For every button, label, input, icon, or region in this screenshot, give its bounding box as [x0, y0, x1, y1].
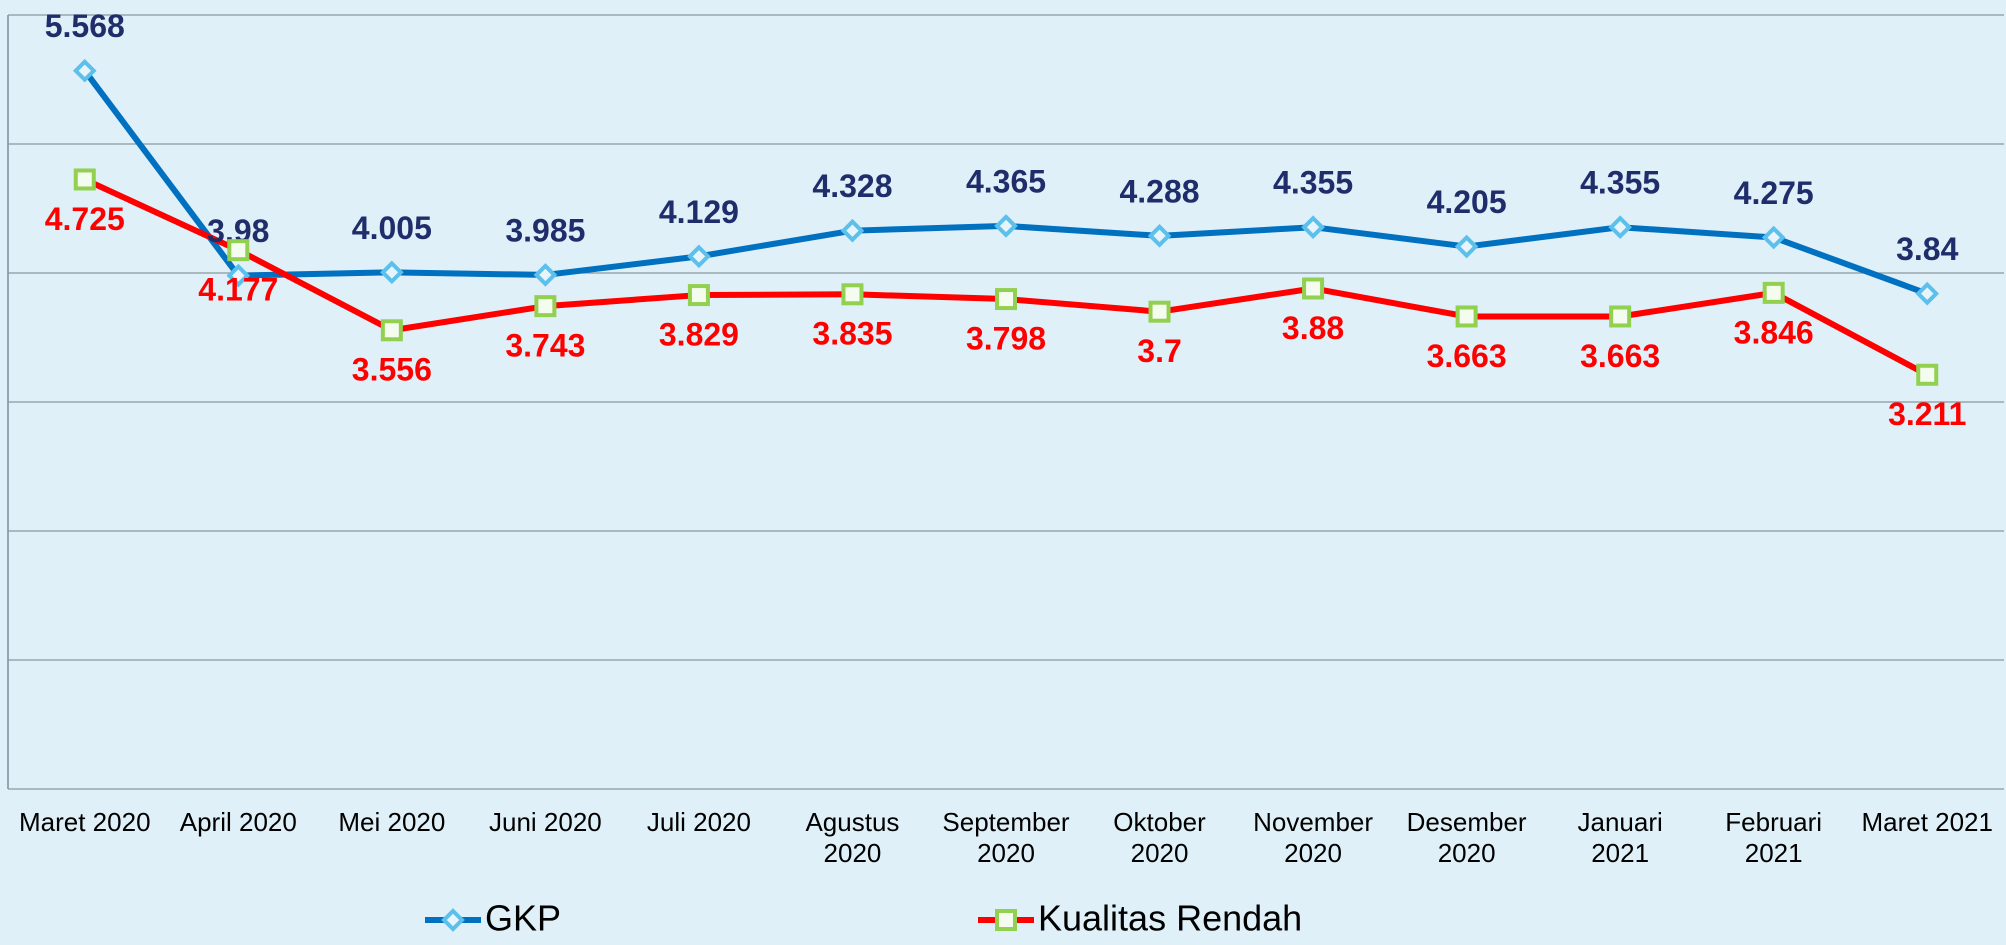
data-label: 3.556 [352, 352, 432, 388]
x-tick-label: November 2020 [1253, 807, 1374, 868]
marker [534, 295, 557, 318]
marker [840, 218, 865, 243]
marker [1454, 234, 1479, 259]
marker [226, 263, 251, 288]
marker [995, 288, 1017, 311]
legend-marker [995, 909, 1017, 931]
x-tick-label: Mei 2020 [338, 807, 446, 837]
marker [1455, 305, 1478, 328]
marker [533, 263, 558, 287]
data-label: 3.835 [812, 316, 892, 352]
data-label: 3.663 [1427, 338, 1507, 374]
marker [227, 239, 250, 262]
marker [1762, 281, 1785, 304]
data-label: 4.365 [966, 163, 1046, 199]
data-label: 4.288 [1119, 173, 1199, 209]
x-tick-label: Januari 2021 [1577, 807, 1663, 868]
data-label: 3.7 [1137, 333, 1181, 369]
data-label: 5.568 [45, 8, 125, 44]
data-label: 3.663 [1580, 338, 1660, 374]
data-label: 4.005 [352, 210, 432, 246]
x-tick-label: Maret 2020 [19, 807, 151, 837]
data-label: 3.743 [505, 328, 585, 364]
marker [1608, 215, 1632, 240]
marker [380, 319, 403, 342]
data-label: 3.211 [1888, 396, 1966, 432]
marker [380, 260, 404, 285]
x-tick-label: Maret 2021 [1861, 807, 1993, 837]
x-tick-label: Juli 2020 [646, 807, 751, 837]
x-tick-label: Agustus 2020 [805, 807, 900, 868]
data-label: 4.725 [45, 201, 125, 237]
marker [687, 284, 710, 307]
data-label: 3.846 [1734, 314, 1814, 350]
data-label: 4.328 [812, 168, 892, 204]
x-tick-label: Oktober 2020 [1113, 807, 1206, 868]
data-label: 3.88 [1282, 310, 1344, 346]
marker [1761, 225, 1786, 250]
legend-marker [441, 908, 465, 932]
data-label: 4.275 [1734, 175, 1814, 211]
x-tick-label: September 2020 [942, 807, 1070, 868]
data-label: 4.205 [1427, 184, 1507, 220]
marker [1609, 305, 1632, 328]
data-label: 4.355 [1580, 165, 1660, 201]
marker [1916, 363, 1939, 386]
legend-label: Kualitas Rendah [1038, 898, 1302, 939]
marker [994, 214, 1018, 238]
marker [1147, 224, 1172, 248]
data-label: 4.129 [659, 194, 739, 230]
data-label: 3.84 [1896, 231, 1958, 267]
marker [72, 58, 97, 83]
x-tick-label: Juni 2020 [488, 807, 602, 837]
marker [1301, 215, 1325, 240]
marker [1915, 281, 1940, 306]
marker [841, 283, 864, 306]
x-tick-label: Februari 2021 [1725, 807, 1823, 868]
legend-entry: Kualitas Rendah [978, 898, 1302, 939]
data-label: 3.829 [659, 317, 739, 353]
data-label: 3.798 [966, 321, 1046, 357]
marker [73, 168, 96, 191]
marker [1302, 277, 1325, 300]
data-label: 4.355 [1273, 165, 1353, 201]
data-label: 4.177 [198, 272, 278, 308]
marker [687, 244, 711, 269]
marker [1148, 300, 1171, 323]
legend-entry: GKP [425, 898, 561, 939]
x-tick-label: April 2020 [179, 807, 297, 837]
data-label: 3.985 [505, 212, 585, 248]
x-tick-label: Desember 2020 [1406, 807, 1527, 868]
legend-label: GKP [485, 898, 561, 939]
